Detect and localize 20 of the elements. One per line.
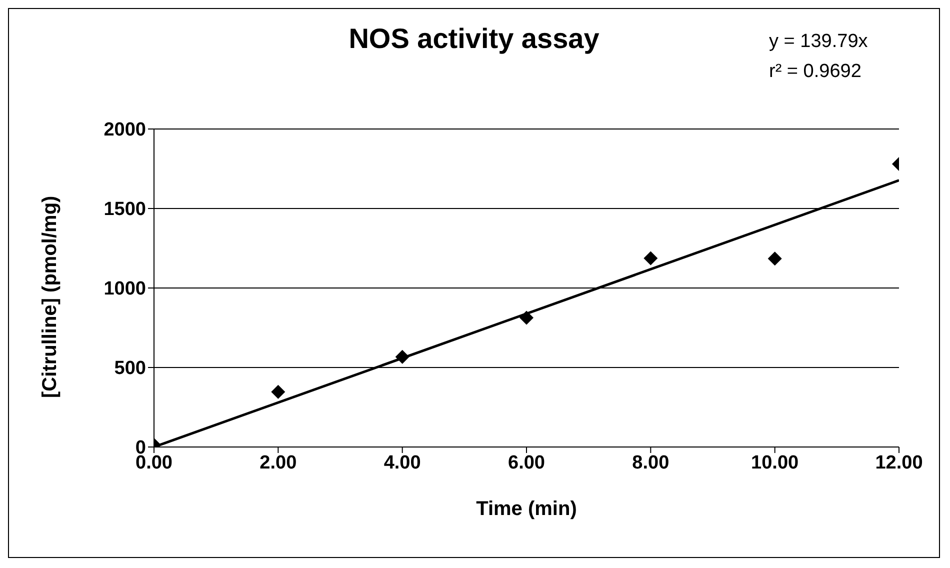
point <box>768 252 782 266</box>
y-tick-label: 1500 <box>104 199 146 220</box>
text: r² = 0.9692 <box>769 60 862 84</box>
point <box>395 350 410 364</box>
x-tick-label: 4.00 <box>384 452 421 474</box>
x-tick-label: 6.00 <box>508 452 545 474</box>
y-tick-label: 500 <box>114 358 146 380</box>
x-tick-label: 10.00 <box>751 452 799 474</box>
point <box>520 310 534 325</box>
point <box>644 251 658 266</box>
text: y = 139.79x <box>769 30 868 54</box>
x-tick-label: 8.00 <box>632 452 670 474</box>
y-tick-label: 2000 <box>104 120 146 141</box>
y-axis-title: [Citrulline] (pmol/mg) <box>39 196 62 398</box>
x-axis-title: Time (min) <box>476 498 577 520</box>
x-tick-label: 2.00 <box>260 452 297 474</box>
x-tick-label: 12.00 <box>875 452 923 474</box>
point <box>271 384 286 399</box>
chart-title: NOS activity assay <box>348 23 600 54</box>
y-tick-label: 1000 <box>104 278 146 300</box>
